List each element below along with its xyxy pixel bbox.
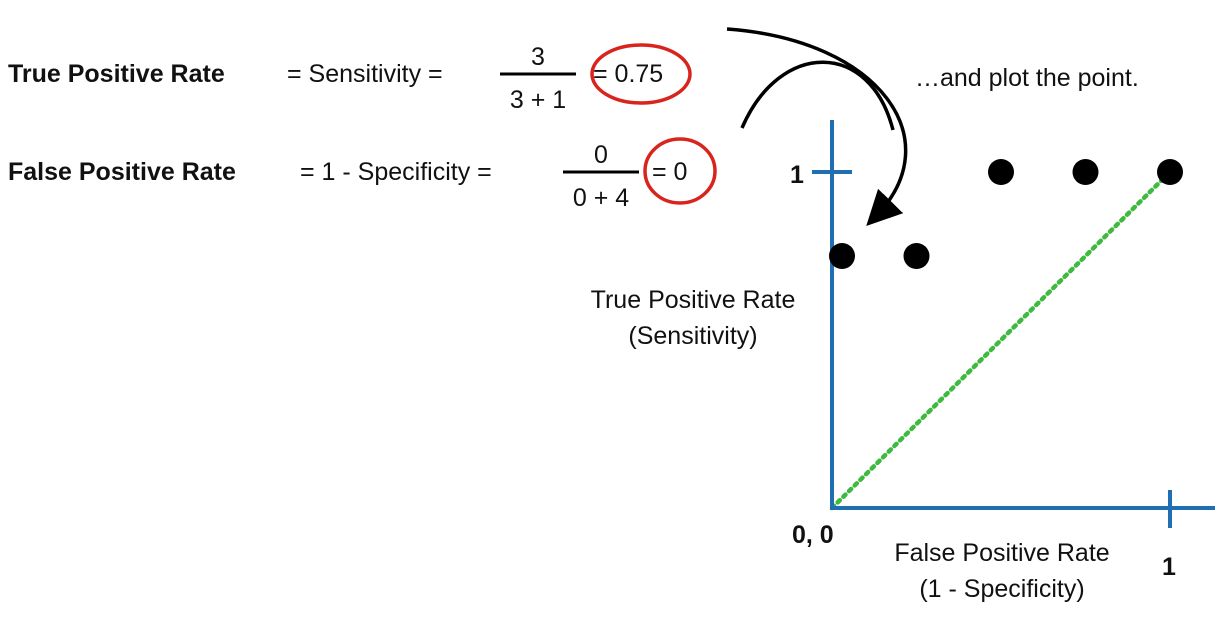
tpr-denominator: 3 + 1: [510, 86, 566, 114]
annotation-text: …and plot the point.: [915, 64, 1139, 92]
fpr-equation: False Positive Rate = 1 - Specificity = …: [8, 137, 717, 212]
tpr-equals-name: = Sensitivity =: [287, 60, 443, 88]
tpr-numerator: 3: [531, 43, 545, 71]
y-axis-label-line1: True Positive Rate: [591, 286, 796, 314]
fpr-numerator: 0: [594, 141, 608, 169]
roc-point-5: [1157, 159, 1183, 185]
y-tick-label: 1: [790, 161, 804, 189]
x-tick-label: 1: [1162, 553, 1176, 581]
curved-arrow-icon: [726, 27, 908, 227]
fpr-result: = 0: [652, 158, 687, 186]
random-guess-reference-line: [829, 169, 1173, 511]
tpr-label: True Positive Rate: [8, 60, 225, 88]
x-axis-label-line2: (1 - Specificity): [919, 575, 1084, 603]
fpr-label: False Positive Rate: [8, 158, 236, 186]
tpr-result: = 0.75: [593, 60, 663, 88]
roc-point-2: [903, 243, 930, 269]
origin-label: 0, 0: [792, 521, 834, 549]
fpr-denominator: 0 + 4: [573, 184, 629, 212]
y-axis-label-line2: (Sensitivity): [628, 322, 757, 350]
roc-point-4: [1072, 159, 1099, 185]
roc-points: [829, 159, 1183, 269]
curved-arrow-tail: [740, 60, 895, 131]
tpr-equation: True Positive Rate = Sensitivity = 3 3 +…: [8, 43, 692, 114]
roc-point-3: [988, 159, 1014, 185]
roc-chart: 1 1 0, 0 True Positive Rate (Sensitivity…: [591, 120, 1215, 603]
roc-point-1: [829, 243, 855, 269]
x-axis-label-line1: False Positive Rate: [894, 539, 1109, 567]
tpr-highlight-circle: [590, 43, 692, 105]
fpr-highlight-circle: [643, 137, 717, 205]
fpr-equals-name: = 1 - Specificity =: [300, 158, 492, 186]
